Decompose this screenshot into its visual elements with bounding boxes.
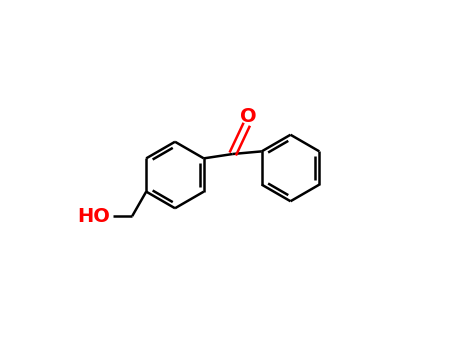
Text: HO: HO [77, 206, 110, 226]
Text: O: O [240, 107, 257, 126]
